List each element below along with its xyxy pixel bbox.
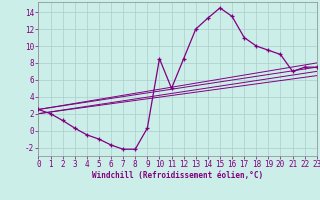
- X-axis label: Windchill (Refroidissement éolien,°C): Windchill (Refroidissement éolien,°C): [92, 171, 263, 180]
